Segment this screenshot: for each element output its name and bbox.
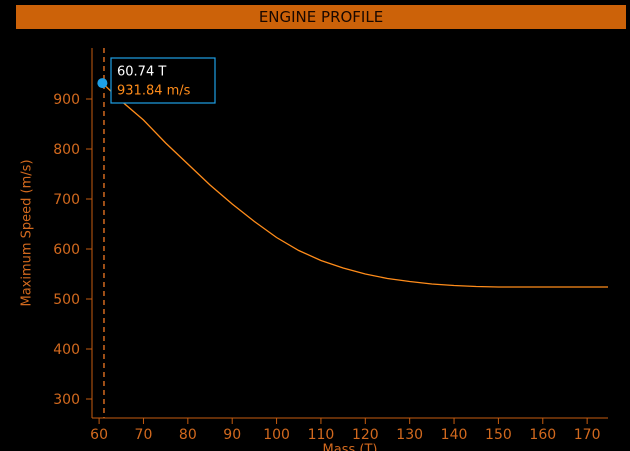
x-tick-label: 150 xyxy=(485,427,512,443)
x-tick-label: 130 xyxy=(396,427,423,443)
title-bar xyxy=(16,5,626,29)
chart-title: ENGINE PROFILE xyxy=(259,8,383,26)
x-tick-label: 100 xyxy=(263,427,290,443)
x-tick-label: 60 xyxy=(90,427,108,443)
x-tick-label: 140 xyxy=(441,427,468,443)
tooltip-y: 931.84 m/s xyxy=(117,84,191,99)
x-tick-label: 70 xyxy=(135,427,153,443)
y-tick-label: 300 xyxy=(53,392,80,408)
y-tick-label: 900 xyxy=(53,92,80,108)
x-tick-label: 160 xyxy=(529,427,556,443)
line xyxy=(101,82,608,288)
y-tick-label: 800 xyxy=(53,142,80,158)
y-tick-label: 400 xyxy=(53,342,80,358)
y-tick-label: 600 xyxy=(53,242,80,258)
tooltip-box xyxy=(110,57,216,104)
y-tick-label: 500 xyxy=(53,292,80,308)
tooltip-x: 60.74 T xyxy=(117,65,166,80)
y-tick-label: 700 xyxy=(53,192,80,208)
x-axis-label: Mass (T) xyxy=(323,443,378,451)
highlight-point xyxy=(97,78,108,89)
x-tick-label: 170 xyxy=(574,427,601,443)
y-axis-label: Maximum Speed (m/s) xyxy=(20,159,35,306)
x-tick-label: 90 xyxy=(223,427,241,443)
x-tick-label: 80 xyxy=(179,427,197,443)
x-tick-label: 120 xyxy=(352,427,379,443)
x-tick-label: 110 xyxy=(308,427,335,443)
